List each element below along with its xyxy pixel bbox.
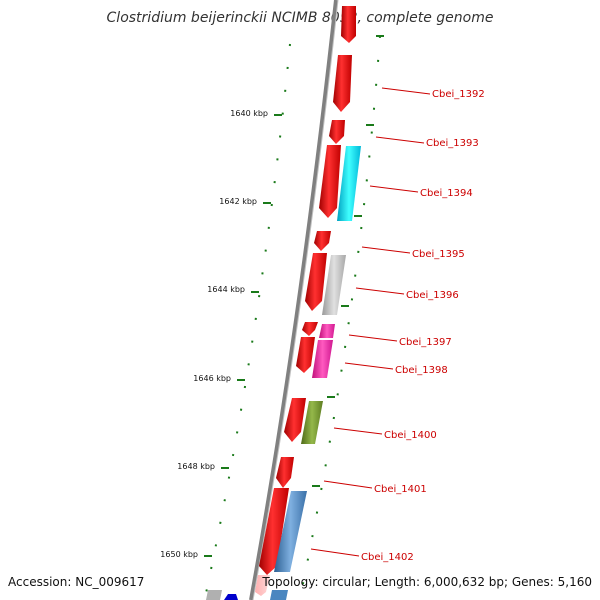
genome-backbone xyxy=(249,0,338,600)
leader-lines xyxy=(310,87,431,557)
scale-label: 1640 kbp xyxy=(230,109,268,118)
gene-label-cbei-1397[interactable]: Cbei_1397 xyxy=(399,337,452,348)
scale-label: 1650 kbp xyxy=(160,550,198,559)
gene-label-cbei-1395[interactable]: Cbei_1395 xyxy=(412,249,465,260)
gene-arrow-cbei-1402[interactable] xyxy=(259,488,289,575)
outer-scale-marks xyxy=(312,35,384,487)
gene-partner-cbei-1400 xyxy=(301,401,323,444)
gene-label-cbei-1400[interactable]: Cbei_1400 xyxy=(384,430,437,441)
gene-arrow-bottom-faded xyxy=(255,575,270,596)
gene-label-cbei-1392[interactable]: Cbei_1392 xyxy=(432,89,485,100)
gene-labels: Cbei_1392 Cbei_1393 Cbei_1394 Cbei_1395 … xyxy=(361,89,485,563)
gene-label-cbei-1393[interactable]: Cbei_1393 xyxy=(426,138,479,149)
gene-label-cbei-1398[interactable]: Cbei_1398 xyxy=(395,365,448,376)
gene-arrow-cbei-1394[interactable] xyxy=(319,145,341,218)
scale-label: 1644 kbp xyxy=(207,285,245,294)
gene-partner-cbei-1396 xyxy=(322,255,346,315)
gene-arrows xyxy=(206,6,361,600)
gene-arrow-cbei-1397[interactable] xyxy=(302,322,318,336)
gene-label-cbei-1402[interactable]: Cbei_1402 xyxy=(361,552,414,563)
scale-label: 1642 kbp xyxy=(219,197,257,206)
gene-arrow-bottom-gray xyxy=(206,590,222,600)
gene-arrow-cbei-1398[interactable] xyxy=(296,337,315,373)
gene-partner-cbei-1398 xyxy=(312,340,333,378)
gene-partner-cbei-1397 xyxy=(319,324,335,338)
topology-text: Topology: circular; Length: 6,000,632 bp… xyxy=(261,575,592,589)
gene-label-cbei-1394[interactable]: Cbei_1394 xyxy=(420,188,473,199)
gene-label-cbei-1401[interactable]: Cbei_1401 xyxy=(374,484,427,495)
gene-arrow-cbei-1391[interactable] xyxy=(341,6,356,43)
scale-marks: 1640 kbp 1642 kbp 1644 kbp 1646 kbp 1648… xyxy=(160,109,282,559)
gene-arrow-bottom-navy xyxy=(224,594,238,600)
gene-partner-cbei-1394 xyxy=(337,146,361,221)
gene-arrow-cbei-1396[interactable] xyxy=(305,253,327,311)
gene-arrow-cbei-1392[interactable] xyxy=(333,55,352,112)
inner-tick-track xyxy=(204,43,291,599)
map-title: Clostridium beijerinckii NCIMB 8052, com… xyxy=(107,10,494,26)
accession-text: Accession: NC_009617 xyxy=(8,575,144,589)
gene-partner-cbei-1402 xyxy=(274,491,307,572)
gene-arrow-cbei-1400[interactable] xyxy=(284,398,306,442)
scale-label: 1646 kbp xyxy=(193,374,231,383)
gene-label-cbei-1396[interactable]: Cbei_1396 xyxy=(406,290,459,301)
gene-arrow-cbei-1401[interactable] xyxy=(276,457,294,488)
gene-arrow-cbei-1393[interactable] xyxy=(329,120,345,144)
gene-arrow-bottom-blue xyxy=(270,590,288,600)
scale-label: 1648 kbp xyxy=(177,462,215,471)
gene-arrow-cbei-1395[interactable] xyxy=(314,231,331,251)
